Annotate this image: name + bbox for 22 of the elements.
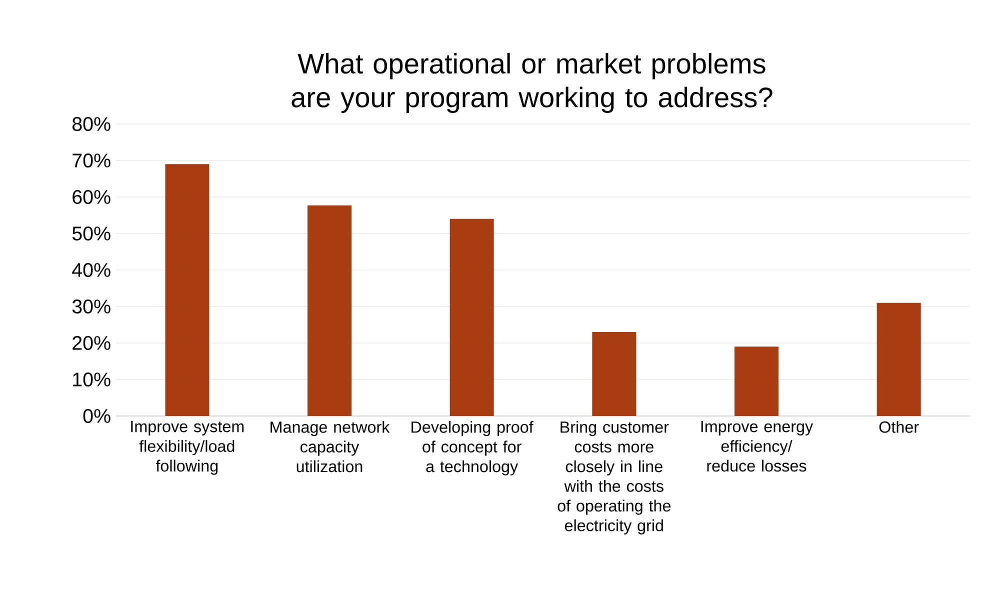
x-tick-label: Developing proof of concept for a technology xyxy=(412,420,534,476)
y-tick-label: 50% xyxy=(72,226,110,240)
x-tick-label: Other xyxy=(879,420,919,433)
y-tick-label: 60% xyxy=(72,190,110,204)
bar xyxy=(308,205,352,416)
x-tick-label: Improve energy efficiency/ reduce losses xyxy=(701,420,814,472)
y-tick-label: 70% xyxy=(72,154,110,168)
x-tick-label: Bring customer costs more closely in line with the costs of operating the electricity grid xyxy=(558,420,670,534)
bar xyxy=(876,302,921,416)
bar xyxy=(592,332,636,416)
bar xyxy=(165,164,210,416)
y-tick-label: 40% xyxy=(72,263,110,277)
chart-title: What operational or market problems are your program working to address? xyxy=(292,53,772,113)
y-tick-label: 20% xyxy=(72,336,110,350)
y-tick-label: 30% xyxy=(72,300,110,314)
y-tick-label: 80% xyxy=(72,117,110,131)
bar xyxy=(734,346,779,416)
x-tick-label: Manage network capacity utilization xyxy=(270,420,390,472)
y-tick-label: 0% xyxy=(83,409,110,423)
x-tick-label: Improve system flexibility/load following xyxy=(131,420,244,475)
bar xyxy=(450,218,494,416)
y-tick-label: 10% xyxy=(73,372,110,386)
